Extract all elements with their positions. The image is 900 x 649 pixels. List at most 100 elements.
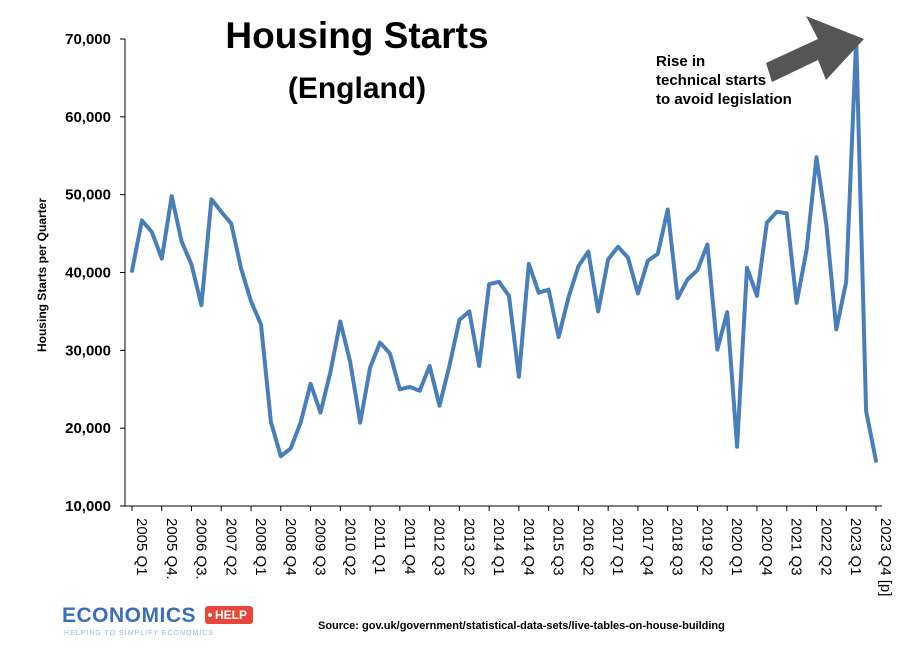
data-point xyxy=(428,364,432,368)
data-point xyxy=(418,389,422,393)
data-point xyxy=(507,294,511,298)
y-tick-label: 20,000 xyxy=(65,420,111,437)
data-point xyxy=(348,360,352,364)
x-tick-label: 2016 Q2 xyxy=(579,518,596,576)
data-point xyxy=(338,320,342,324)
data-point xyxy=(596,309,600,313)
data-point xyxy=(160,256,164,260)
data-point xyxy=(219,210,223,214)
data-point xyxy=(527,262,531,266)
series-group xyxy=(130,37,878,463)
data-point xyxy=(180,239,184,243)
data-point xyxy=(676,296,680,300)
data-point xyxy=(814,155,818,159)
data-point xyxy=(199,303,203,307)
data-point xyxy=(686,278,690,282)
data-point xyxy=(666,207,670,211)
data-point xyxy=(805,248,809,252)
y-axis-ticks: 10,000 20,000 30,000 40,000 50,000 60,000 70,0… xyxy=(65,31,125,515)
x-tick-label: 2020 Q1 xyxy=(728,518,745,576)
data-point xyxy=(239,267,243,271)
data-point xyxy=(725,310,729,314)
x-tick-label: 2018 Q3 xyxy=(669,518,686,576)
data-point xyxy=(517,375,521,379)
x-tick-label: 2008 Q1 xyxy=(252,518,269,576)
data-point xyxy=(636,292,640,296)
data-point xyxy=(586,249,590,253)
data-point xyxy=(775,210,779,214)
data-point xyxy=(170,194,174,198)
data-point xyxy=(834,327,838,331)
x-tick-label: 2021 Q3 xyxy=(788,518,805,576)
x-tick-label: 2011 Q1 xyxy=(371,518,388,574)
x-tick-label: 2015 Q3 xyxy=(550,518,567,576)
data-point xyxy=(864,409,868,413)
data-point xyxy=(566,295,570,299)
data-point xyxy=(576,264,580,268)
x-tick-label: 2023 Q1 xyxy=(847,518,864,576)
data-point xyxy=(735,445,739,449)
data-point xyxy=(259,323,263,327)
x-tick-label: 2020 Q4 xyxy=(758,518,775,576)
data-point xyxy=(150,230,154,234)
y-axis-label: Housing Starts per Quarter xyxy=(35,198,49,352)
data-point xyxy=(209,197,213,201)
data-point xyxy=(656,252,660,256)
data-point xyxy=(626,256,630,260)
data-point xyxy=(557,335,561,339)
data-point xyxy=(705,242,709,246)
data-point xyxy=(824,223,828,227)
data-point xyxy=(130,269,134,273)
data-point xyxy=(497,280,501,284)
series-line xyxy=(130,37,878,463)
data-point xyxy=(249,299,253,303)
y-tick-label: 50,000 xyxy=(65,187,111,204)
x-tick-label: 2022 Q2 xyxy=(817,518,834,576)
data-point xyxy=(537,291,541,295)
x-axis-ticks: 2005 Q1 2005 Q4. 2006 Q3. 2007 Q2 2008 Q1 200… xyxy=(131,506,894,596)
data-point xyxy=(646,259,650,263)
data-point xyxy=(457,318,461,322)
x-tick-label: 2013 Q2 xyxy=(460,518,477,576)
y-tick-label: 30,000 xyxy=(65,342,111,359)
data-point xyxy=(874,459,878,463)
data-point xyxy=(408,385,412,389)
data-point xyxy=(715,348,719,352)
logo-main-text: ECONOMICS xyxy=(62,604,197,627)
data-point xyxy=(467,309,471,313)
annotation-line-2: technical starts xyxy=(656,72,766,89)
data-point xyxy=(269,420,273,424)
data-point xyxy=(368,365,372,369)
data-point xyxy=(438,404,442,408)
data-point xyxy=(378,341,382,345)
x-tick-label: 2014 Q4 xyxy=(520,518,537,576)
data-point xyxy=(388,351,392,355)
data-point xyxy=(358,421,362,425)
data-point xyxy=(299,421,303,425)
annotation: Rise in technical starts to avoid legisl… xyxy=(656,16,864,108)
data-point xyxy=(785,211,789,215)
data-point xyxy=(398,387,402,391)
logo-subtitle: HELPING TO SIMPLIFY ECONOMICS xyxy=(64,630,214,637)
x-tick-label: 2005 Q4. xyxy=(163,518,180,580)
x-tick-label: 2017 Q1 xyxy=(609,518,626,576)
x-tick-label: 2019 Q2 xyxy=(698,518,715,576)
data-point xyxy=(745,266,749,270)
x-tick-label: 2006 Q3. xyxy=(193,518,210,580)
data-point xyxy=(318,411,322,415)
x-tick-label: 2010 Q2 xyxy=(341,518,358,576)
data-point xyxy=(844,280,848,284)
y-tick-label: 60,000 xyxy=(65,109,111,126)
data-point xyxy=(328,370,332,374)
data-point xyxy=(795,301,799,305)
data-point xyxy=(279,454,283,458)
data-point xyxy=(309,382,313,386)
data-point xyxy=(765,221,769,225)
chart-subtitle: (England) xyxy=(288,72,426,105)
data-point xyxy=(547,288,551,292)
data-point xyxy=(289,446,293,450)
x-tick-label: 2009 Q3 xyxy=(312,518,329,576)
annotation-arrow-icon xyxy=(766,16,864,82)
data-point xyxy=(606,257,610,261)
